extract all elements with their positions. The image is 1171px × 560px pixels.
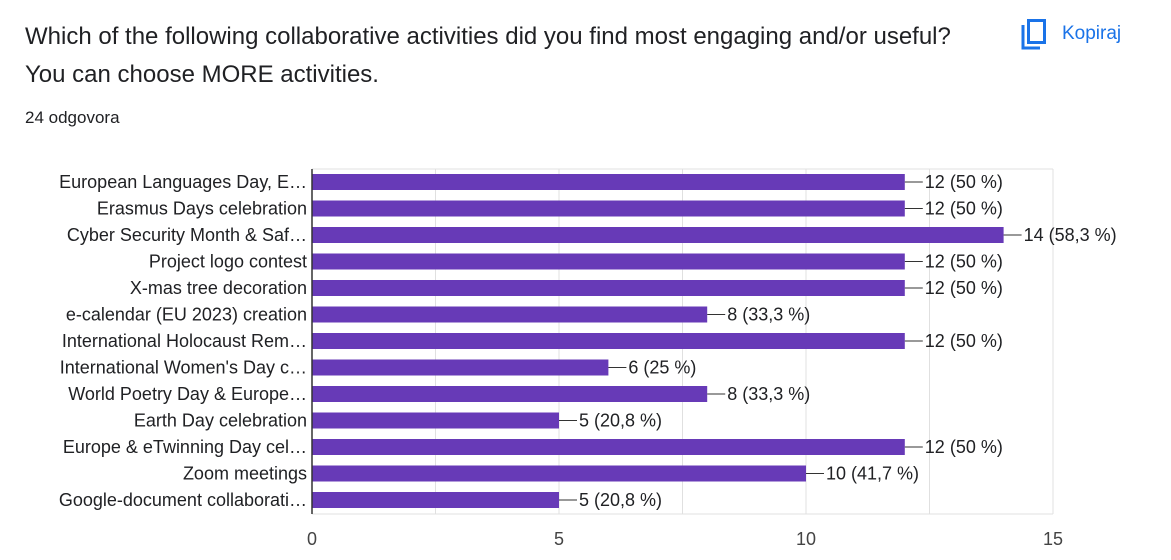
data-label: 5 (20,8 %) [579, 490, 662, 510]
category-label: Europe & eTwinning Day cel… [63, 437, 307, 457]
category-label: World Poetry Day & Europe… [68, 384, 307, 404]
bar [312, 253, 905, 270]
category-label: International Holocaust Rem… [62, 331, 307, 351]
data-label: 12 (50 %) [925, 278, 1003, 298]
bar [312, 492, 559, 508]
copy-icon [1018, 17, 1048, 51]
bar [312, 280, 905, 296]
data-label: 12 (50 %) [925, 199, 1003, 219]
bar [312, 439, 905, 455]
category-label: Zoom meetings [183, 464, 307, 484]
category-label: Earth Day celebration [134, 411, 307, 431]
x-tick-label: 10 [796, 529, 816, 549]
bar [312, 465, 806, 482]
category-label: X-mas tree decoration [130, 278, 307, 298]
data-label: 12 (50 %) [925, 252, 1003, 272]
bar [312, 386, 708, 402]
x-tick-label: 5 [554, 529, 564, 549]
copy-button-label: Kopiraj [1062, 23, 1122, 44]
data-label: 12 (50 %) [925, 437, 1003, 457]
response-count: 24 odgovora [25, 108, 120, 127]
category-label: Erasmus Days celebration [97, 199, 307, 219]
data-label: 10 (41,7 %) [826, 464, 919, 484]
question-title: Which of the following collaborative act… [25, 23, 951, 88]
bar [312, 200, 905, 217]
data-label: 5 (20,8 %) [579, 411, 662, 431]
category-label: International Women's Day c… [60, 358, 307, 378]
data-label: 12 (50 %) [925, 331, 1003, 351]
category-label: European Languages Day, E… [59, 172, 307, 192]
bar [312, 174, 905, 190]
data-label: 8 (33,3 %) [727, 384, 810, 404]
bar [312, 412, 559, 429]
copy-button[interactable]: Kopiraj [1018, 12, 1121, 56]
category-label: Cyber Security Month & Saf… [67, 225, 307, 245]
category-label: Project logo contest [149, 252, 307, 272]
data-label: 8 (33,3 %) [727, 305, 810, 325]
bar [312, 333, 905, 349]
category-label: Google-document collaborati… [59, 490, 307, 510]
x-tick-label: 15 [1043, 529, 1063, 549]
bar [312, 306, 708, 323]
data-label: 12 (50 %) [925, 172, 1003, 192]
data-label: 6 (25 %) [628, 358, 696, 378]
category-label: e-calendar (EU 2023) creation [66, 305, 307, 325]
data-label: 14 (58,3 %) [1024, 225, 1117, 245]
bar [312, 227, 1004, 243]
bar [312, 359, 609, 376]
x-tick-label: 0 [307, 529, 317, 549]
